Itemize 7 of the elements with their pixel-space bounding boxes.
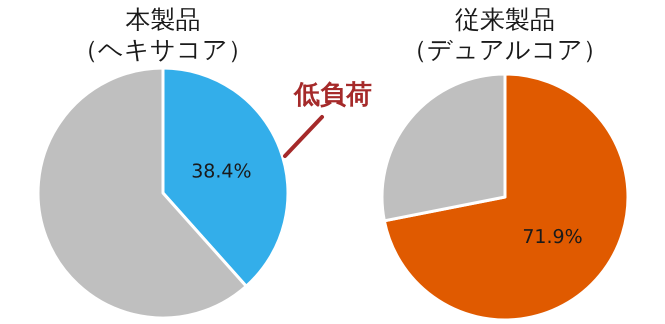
- chart-title: 従来製品: [455, 5, 555, 34]
- text: 低負荷: [293, 80, 372, 110]
- data-label: 71.9%: [522, 226, 583, 248]
- chart-subtitle: （デュアルコア）: [402, 35, 608, 64]
- chart-title: 本製品: [126, 5, 200, 34]
- data-label: 38.4%: [191, 160, 252, 183]
- chart-subtitle: （ヘキサコア）: [73, 35, 253, 64]
